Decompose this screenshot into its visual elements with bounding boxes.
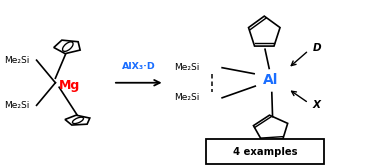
Polygon shape — [54, 40, 80, 54]
Text: Me₂Si: Me₂Si — [4, 56, 29, 65]
Text: Me₂Si: Me₂Si — [174, 93, 199, 102]
Text: AlX₃·D: AlX₃·D — [122, 62, 156, 71]
Text: Me₂Si: Me₂Si — [174, 63, 199, 72]
Text: D: D — [313, 43, 321, 53]
Text: Al: Al — [263, 73, 279, 88]
FancyBboxPatch shape — [206, 139, 324, 164]
Text: 4 examples: 4 examples — [233, 147, 297, 157]
Text: Me₂Si: Me₂Si — [4, 101, 29, 110]
Polygon shape — [65, 115, 90, 125]
Text: Mg: Mg — [59, 79, 80, 92]
Text: X: X — [313, 100, 321, 110]
